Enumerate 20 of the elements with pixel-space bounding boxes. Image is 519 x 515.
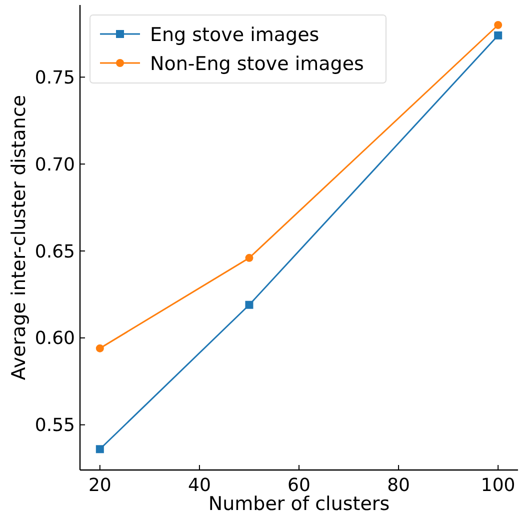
x-tick-label: 40 xyxy=(188,475,211,496)
legend-label: Non-Eng stove images xyxy=(150,53,364,75)
y-tick-label: 0.55 xyxy=(34,415,75,436)
point xyxy=(96,445,104,454)
point xyxy=(494,20,502,29)
point xyxy=(494,31,502,40)
x-tick-label: 20 xyxy=(88,475,112,496)
x-axis-title: Number of clusters xyxy=(208,493,390,515)
point xyxy=(245,254,254,262)
y-tick-label: 0.60 xyxy=(34,328,75,350)
y-axis-title: Average inter-cluster distance xyxy=(8,94,30,380)
point xyxy=(245,300,254,309)
legend-label: Eng stove images xyxy=(150,24,320,46)
y-tick-label: 0.65 xyxy=(34,241,75,262)
x-tick-label: 60 xyxy=(288,475,310,496)
x-tick-label: 100 xyxy=(480,475,516,496)
x-tick-label: 80 xyxy=(387,475,410,496)
point xyxy=(96,344,104,352)
y-tick-label: 0.75 xyxy=(34,67,75,88)
y-tick-label: 0.70 xyxy=(34,154,75,176)
